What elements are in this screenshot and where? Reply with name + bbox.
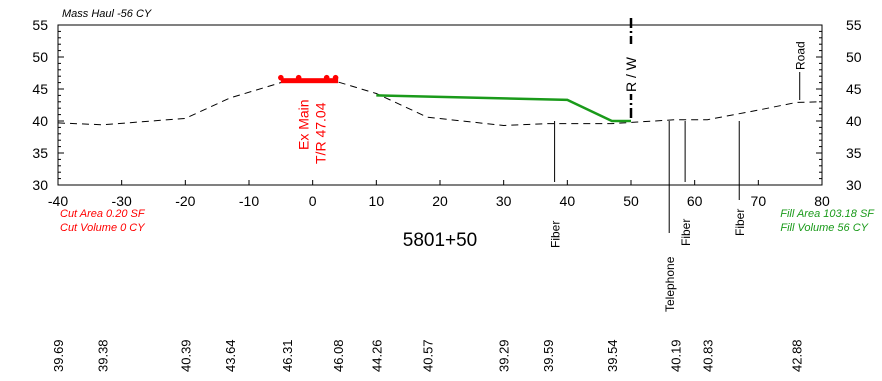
telephone-label: Telephone [663,256,677,312]
elevation-label: 46.31 [280,339,295,372]
x-tick-label: 0 [309,193,317,209]
y-tick-label-right: 30 [846,177,862,193]
elevation-label: 42.88 [790,339,805,372]
fiber-label: Fiber [549,221,563,248]
cut-area-label: Cut Area 0.20 SF [60,208,146,220]
right-of-way-label-bg [622,44,640,94]
fiber-label: Fiber [733,209,747,236]
elevation-label: 39.54 [605,339,620,372]
road-label: Road [794,41,808,70]
y-tick-label-right: 50 [846,49,862,65]
x-tick-label: -30 [112,193,132,209]
mass-haul-title: Mass Haul -56 CY [62,8,152,20]
x-tick-label: 40 [560,193,576,209]
top-of-rock-label: T/R 47.04 [313,102,329,164]
station-label: 5801+50 [403,230,478,251]
y-tick-label-right: 35 [846,145,862,161]
x-tick-label: 70 [751,193,767,209]
existing-main-pipe [280,78,339,84]
elevation-label: 44.26 [369,339,384,372]
x-tick-label: 50 [623,193,639,209]
elevation-label: 46.08 [331,339,346,372]
proposed-grade-line [376,94,631,123]
elevation-label: 43.64 [223,339,238,372]
y-tick-label-right: 55 [846,17,862,33]
existing-main-joint [332,74,339,81]
right-of-way-label: R / W [623,56,639,92]
y-tick-label-right: 45 [846,81,862,97]
existing-main-joint [295,74,302,81]
x-tick-label: -40 [48,193,68,209]
x-tick-label: -20 [175,193,195,209]
y-tick-label-left: 40 [32,113,48,129]
x-tick-label: 80 [814,193,830,209]
existing-main-joint [323,74,330,81]
elevation-label: 39.59 [541,339,556,372]
plot-frame [57,24,823,186]
existing-main-joint [278,74,284,81]
y-tick-label-left: 35 [32,145,48,161]
elevation-label: 40.83 [700,339,715,372]
elevation-label: 39.69 [51,339,66,372]
y-tick-label-left: 50 [32,49,48,65]
x-tick-label: -10 [239,193,259,209]
fiber-label: Fiber [679,219,693,246]
elevation-label: 40.57 [420,339,435,372]
y-tick-label-left: 55 [32,17,48,33]
x-tick-label: 60 [687,193,703,209]
existing-main-label: Ex Main [296,99,312,150]
fill-volume-label: Fill Volume 56 CY [780,222,868,234]
elevation-label: 40.39 [178,339,193,372]
existing-ground-line [57,80,823,127]
x-tick-label: 20 [432,193,448,209]
fill-area-label: Fill Area 103.18 SF [780,208,875,220]
x-tick-label: 30 [496,193,512,209]
y-tick-label-left: 30 [32,177,48,193]
elevation-label: 39.38 [96,339,111,372]
elevation-label: 39.29 [497,339,512,372]
cut-volume-label: Cut Volume 0 CY [60,222,145,234]
x-tick-label: 10 [369,193,385,209]
y-tick-label-right: 40 [846,113,862,129]
elevation-label: 40.19 [669,339,684,372]
y-tick-label-left: 45 [32,81,48,97]
